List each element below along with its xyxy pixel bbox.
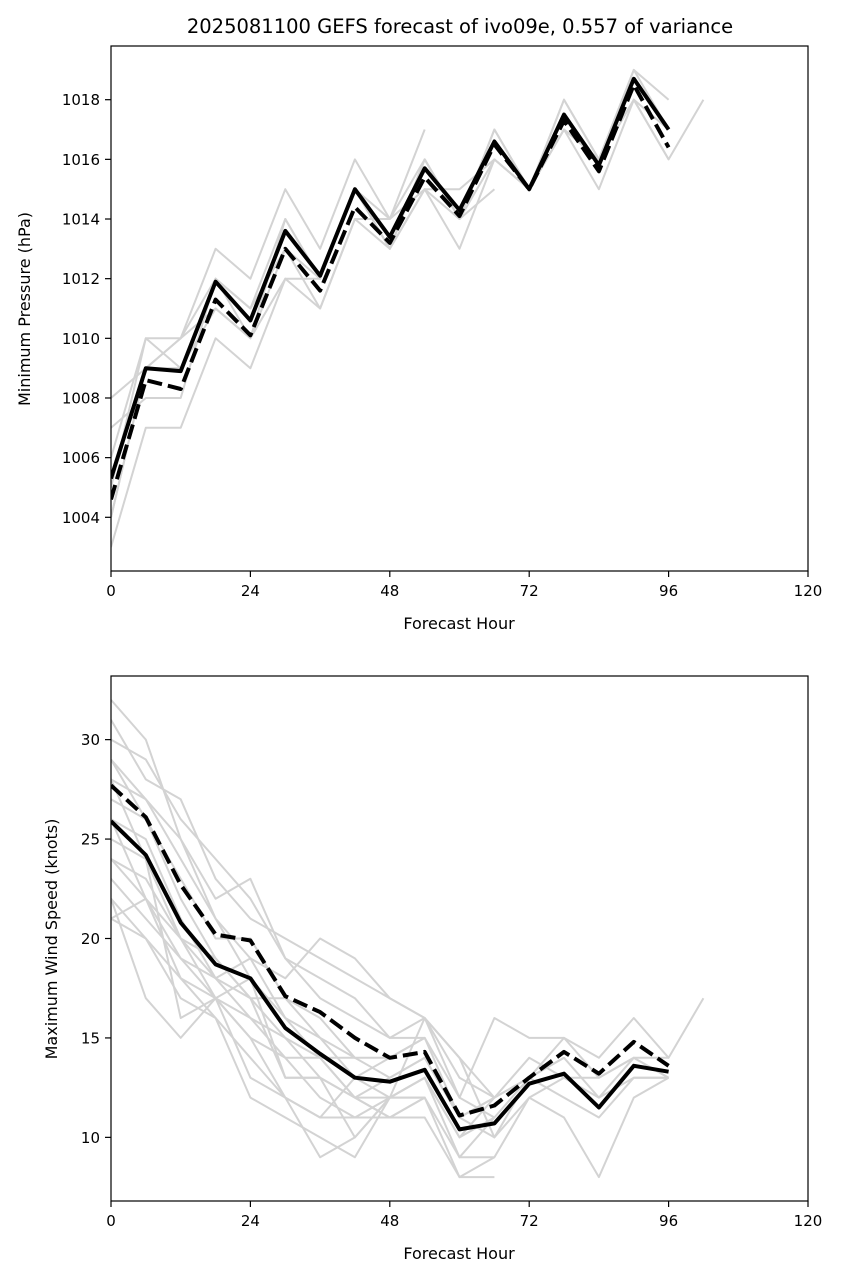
x-tick-label: 24	[241, 1212, 260, 1230]
ensemble-mean-dashed-line	[111, 783, 670, 1118]
ensemble-member-line	[111, 897, 355, 1059]
axes-frame	[110, 45, 809, 572]
ensemble-member-line	[111, 738, 669, 1119]
y-tick-label: 30	[81, 731, 100, 749]
y-axis-label: Minimum Pressure (hPa)	[15, 212, 34, 406]
x-axis-label: Forecast Hour	[403, 614, 515, 633]
ensemble-mean-solid-line	[111, 819, 669, 1132]
ensemble-member-line	[111, 699, 705, 1099]
y-tick-label: 1018	[62, 91, 100, 109]
y-tick-label: 20	[81, 930, 100, 948]
y-tick-label: 1006	[62, 449, 100, 467]
ensemble-mean-dashed-line	[111, 82, 671, 500]
x-tick-label: 120	[794, 1212, 823, 1230]
x-tick-label: 24	[241, 582, 260, 600]
ensemble-member-line	[111, 719, 670, 1099]
x-tick-label: 0	[106, 582, 116, 600]
y-tick-label: 1014	[62, 211, 100, 229]
y-axis-label: Maximum Wind Speed (knots)	[42, 819, 61, 1060]
y-tick-label: 10	[81, 1129, 100, 1147]
x-tick-label: 48	[380, 1212, 399, 1230]
wind-speed-chart: Forecast Hour Maximum Wind Speed (knots)…	[42, 675, 823, 1263]
ensemble-member-line	[111, 758, 670, 1179]
y-tick-label: 1010	[62, 330, 100, 348]
x-tick-label: 72	[520, 1212, 539, 1230]
y-tick-label: 25	[81, 831, 100, 849]
pressure-chart: 2025081100 GEFS forecast of ivo09e, 0.55…	[15, 15, 822, 633]
series-lines	[111, 68, 705, 548]
x-tick-label: 96	[659, 582, 678, 600]
ensemble-member-line	[111, 818, 426, 1059]
x-tick-label: 96	[659, 1212, 678, 1230]
x-tick-label: 0	[106, 1212, 116, 1230]
ensemble-member-line	[111, 129, 426, 458]
x-tick-label: 72	[520, 582, 539, 600]
x-tick-label: 120	[794, 582, 823, 600]
series-lines	[111, 699, 705, 1179]
ensemble-member-line	[111, 98, 705, 548]
y-tick-label: 1016	[62, 151, 100, 169]
ensemble-member-line	[111, 778, 495, 1119]
y-tick-label: 15	[81, 1029, 100, 1047]
ensemble-member-line	[111, 98, 670, 518]
y-tick-label: 1008	[62, 389, 100, 407]
x-tick-label: 48	[380, 582, 399, 600]
chart-title: 2025081100 GEFS forecast of ivo09e, 0.55…	[187, 15, 733, 38]
y-tick-label: 1004	[62, 509, 100, 527]
ensemble-member-line	[111, 858, 426, 1119]
y-tick-label: 1012	[62, 270, 100, 288]
x-axis-label: Forecast Hour	[403, 1244, 515, 1263]
ensemble-mean-solid-line	[111, 76, 671, 480]
